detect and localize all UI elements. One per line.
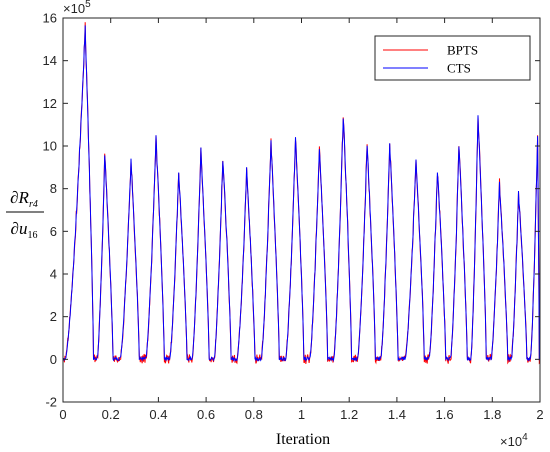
y-tick-label: 8 [50, 181, 57, 196]
x-axis-label: Iteration [276, 431, 330, 448]
x-tick-label: 1.2 [340, 407, 358, 422]
plot-area [63, 18, 540, 402]
x-tick-label: 1.4 [388, 407, 406, 422]
legend-label-cts: CTS [447, 61, 471, 76]
y-tick-label: -2 [45, 395, 57, 410]
x-tick-label: 0.2 [102, 407, 120, 422]
y-tick-label: 16 [43, 11, 57, 26]
svg-text:∂u16: ∂u16 [11, 219, 38, 241]
x-tick-label: 1 [298, 407, 305, 422]
legend-label-bpts: BPTS [447, 43, 478, 58]
x-tick-label: 0.6 [197, 407, 215, 422]
y-tick-label: 0 [50, 352, 57, 367]
x-tick-label: 2 [536, 407, 543, 422]
legend: BPTS CTS [374, 35, 531, 81]
x-axis-multiplier: ×104 [500, 432, 528, 449]
y-tick-label: 14 [43, 53, 57, 68]
x-tick-label: 0.8 [245, 407, 263, 422]
legend-box [374, 35, 531, 81]
y-tick-label: 10 [43, 139, 57, 154]
y-tick-label: 6 [50, 224, 57, 239]
y-tick-label: 4 [50, 267, 57, 282]
x-tick-label: 1.8 [483, 407, 501, 422]
x-tick-label: 0 [59, 407, 66, 422]
y-tick-label: 12 [43, 96, 57, 111]
y-tick-label: 2 [50, 309, 57, 324]
series-line-cts [62, 25, 541, 363]
x-tick-label: 1.6 [436, 407, 454, 422]
x-tick-label: 0.4 [149, 407, 167, 422]
y-axis-label: ∂Rr4 ∂u16 [6, 188, 44, 241]
svg-text:∂Rr4: ∂Rr4 [10, 188, 38, 210]
y-axis-multiplier: ×105 [63, 0, 91, 16]
